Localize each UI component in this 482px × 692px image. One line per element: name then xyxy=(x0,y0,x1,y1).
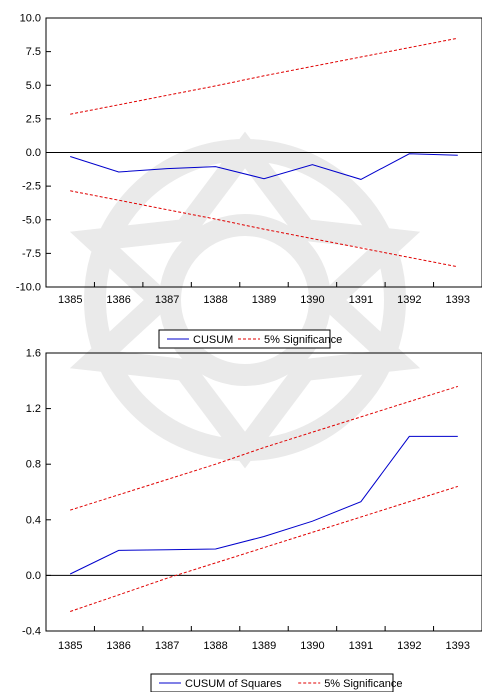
x-tick-label: 1390 xyxy=(300,640,324,652)
y-tick-label: -7.5 xyxy=(22,248,41,260)
x-tick-label: 1388 xyxy=(203,294,227,306)
y-tick-label: 2.5 xyxy=(26,113,41,125)
y-tick-label: 0.0 xyxy=(26,570,41,582)
significance-lower-line xyxy=(70,485,458,612)
y-tick-label: -5.0 xyxy=(22,214,41,226)
x-tick-label: 1390 xyxy=(300,294,324,306)
legend-label: 5% Significance xyxy=(324,678,402,690)
y-tick-label: -10.0 xyxy=(16,282,41,294)
x-tick-label: 1386 xyxy=(106,640,130,652)
y-tick-label: 1.6 xyxy=(26,348,41,360)
x-tick-label: 1389 xyxy=(252,294,276,306)
y-tick-label: 7.5 xyxy=(26,46,41,58)
x-tick-label: 1387 xyxy=(155,294,179,306)
significance-upper-line xyxy=(70,385,458,511)
chart-panel-1: 10.0 7.5 5.0 2.5 0.0 -2.5 -5.0 -7.5 -10.0 1385 138… xyxy=(16,13,482,349)
x-tick-label: 1388 xyxy=(203,640,227,652)
x-tick-label: 1385 xyxy=(58,294,82,306)
plot-frame xyxy=(45,352,482,632)
series-line xyxy=(70,153,458,180)
y-tick-label: 1.2 xyxy=(26,403,41,415)
x-tick-label: 1391 xyxy=(349,294,373,306)
legend-label: CUSUM xyxy=(193,334,233,346)
chart-legend: CUSUM of Squares 5% Significance xyxy=(150,673,402,692)
x-tick-label: 1393 xyxy=(446,640,470,652)
series-line xyxy=(69,435,458,575)
y-tick-label: 5.0 xyxy=(26,80,41,92)
legend-box xyxy=(150,673,394,692)
y-tick-label: -2.5 xyxy=(22,181,41,193)
x-tick-label: 1387 xyxy=(155,640,179,652)
x-tick-label: 1385 xyxy=(58,640,82,652)
chart-legend: CUSUM 5% Significance xyxy=(158,329,342,349)
x-tick-label: 1393 xyxy=(446,294,470,306)
x-tick-label: 1389 xyxy=(252,640,276,652)
x-tick-label: 1391 xyxy=(349,640,373,652)
significance-upper-line xyxy=(70,37,458,115)
legend-label: CUSUM of Squares xyxy=(185,678,282,690)
y-tick-label: -0.4 xyxy=(22,626,41,638)
x-tick-label: 1392 xyxy=(397,294,421,306)
y-tick-label: 0.8 xyxy=(26,459,41,471)
x-tick-label: 1392 xyxy=(397,640,421,652)
chart-panel-2: 1.6 1.2 0.8 0.4 0.0 -0.4 1385 1386 1387 1388 1389 1… xyxy=(22,348,482,692)
x-tick-label: 1386 xyxy=(106,294,130,306)
y-tick-label: 10.0 xyxy=(20,13,41,25)
y-tick-label: 0.0 xyxy=(26,147,41,159)
y-tick-label: 0.4 xyxy=(26,514,41,526)
significance-lower-line xyxy=(70,190,458,268)
legend-label: 5% Significance xyxy=(264,334,342,346)
